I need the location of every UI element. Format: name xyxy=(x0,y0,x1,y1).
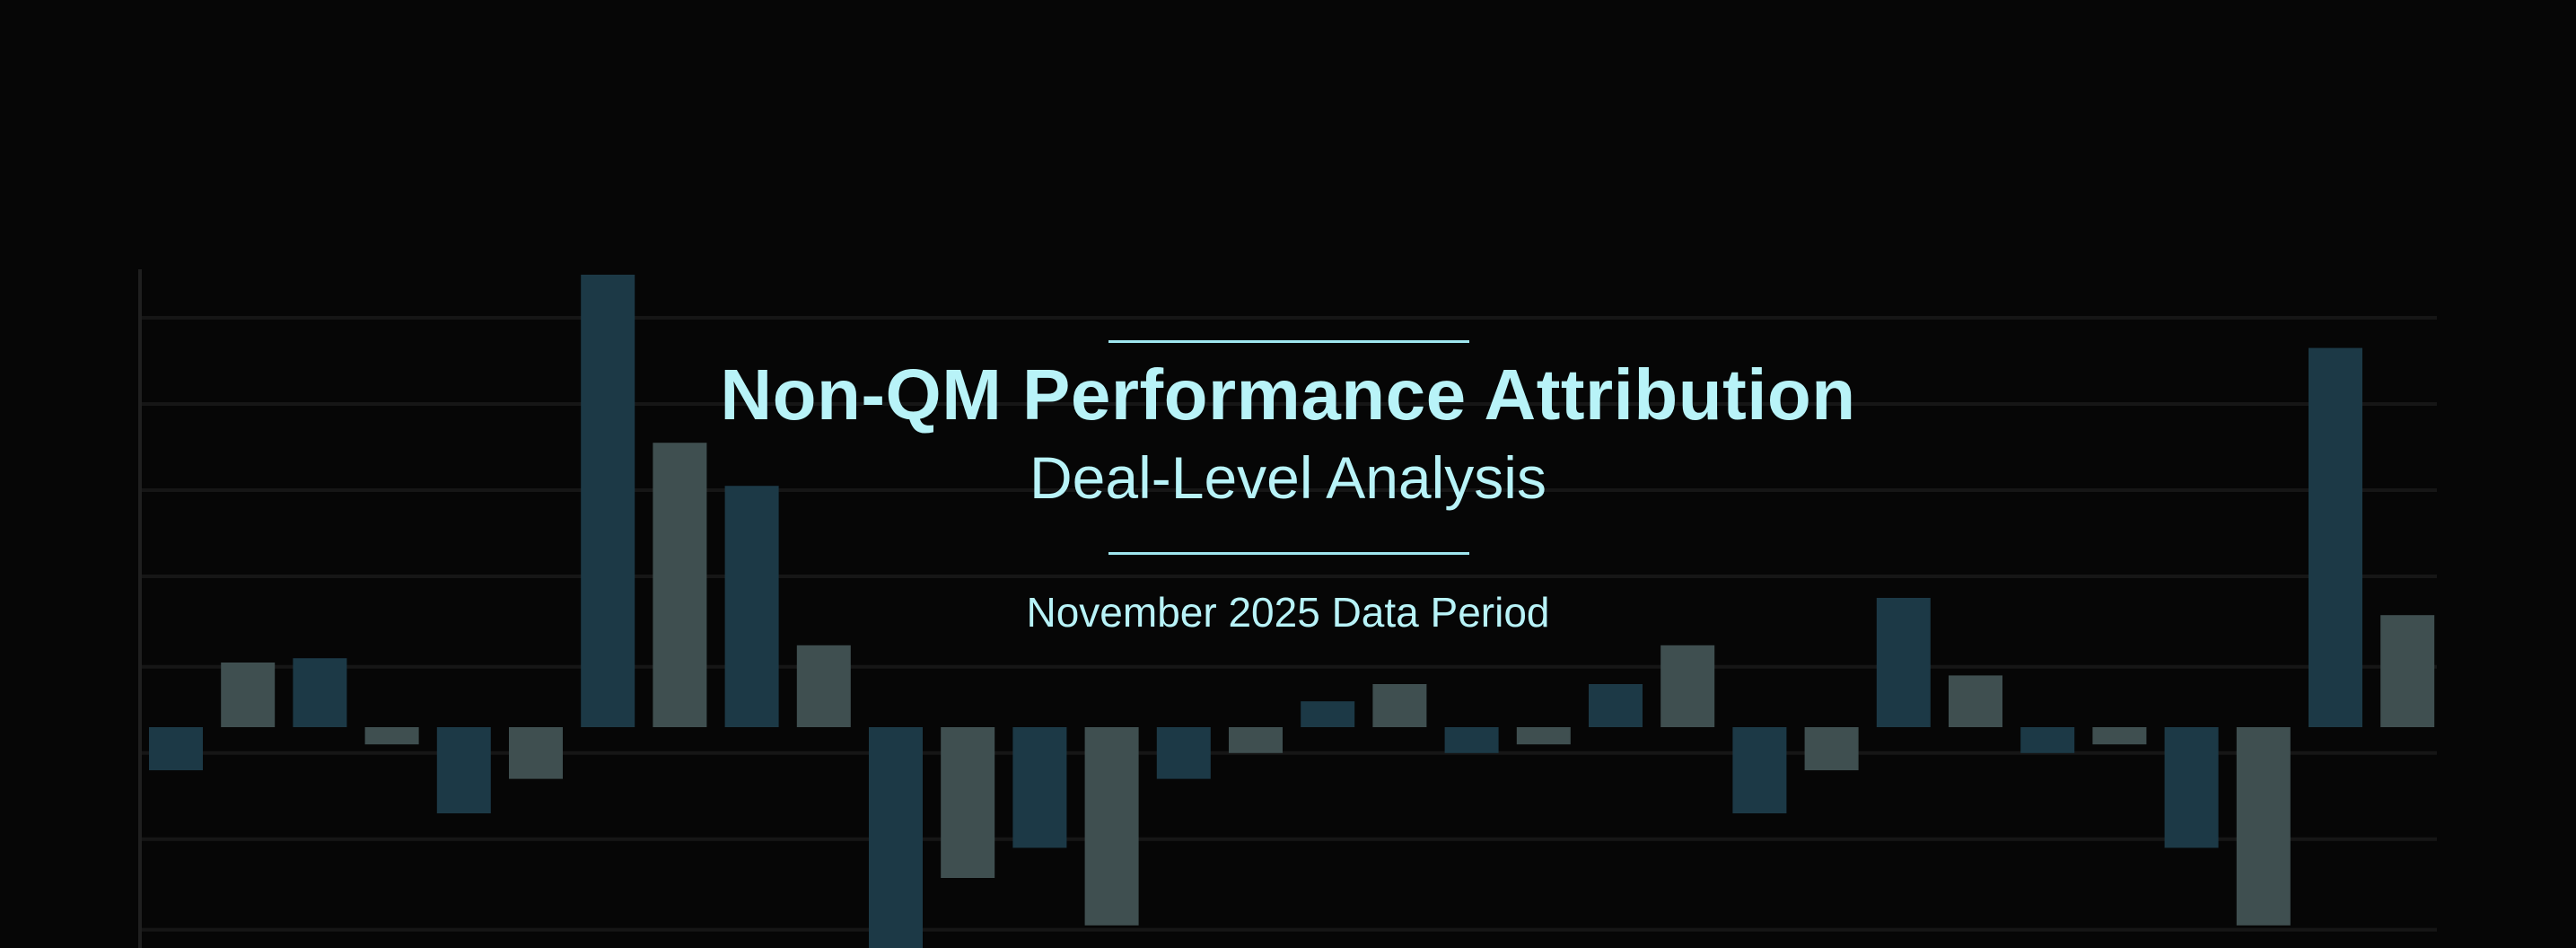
bar-5 xyxy=(509,727,563,779)
bar-7 xyxy=(653,443,707,727)
bar-21 xyxy=(1660,645,1715,727)
bar-8 xyxy=(724,486,779,727)
bar-16 xyxy=(1301,701,1355,727)
bar-13 xyxy=(1084,727,1139,926)
bar-10 xyxy=(869,727,923,948)
bar-2 xyxy=(293,658,347,727)
bar-24 xyxy=(1876,598,1931,727)
bar-23 xyxy=(1804,727,1859,770)
bar-12 xyxy=(1012,727,1067,848)
bar-31 xyxy=(2380,615,2435,727)
page-title: Non-QM Performance Attribution xyxy=(720,355,1856,434)
bar-3 xyxy=(364,727,419,745)
bar-6 xyxy=(581,275,635,727)
title-top-rule xyxy=(1108,340,1469,343)
bar-20 xyxy=(1589,684,1643,727)
page-subtitle: Deal-Level Analysis xyxy=(1030,444,1546,511)
bar-9 xyxy=(796,645,851,727)
bar-29 xyxy=(2236,727,2291,926)
bar-25 xyxy=(1949,675,2002,727)
bar-18 xyxy=(1444,727,1499,753)
bar-4 xyxy=(436,727,491,813)
bar-28 xyxy=(2164,727,2219,848)
bar-26 xyxy=(2020,727,2075,753)
bar-27 xyxy=(2092,727,2147,745)
title-bottom-rule xyxy=(1108,552,1469,555)
bar-15 xyxy=(1229,727,1283,753)
data-period-label: November 2025 Data Period xyxy=(1026,589,1550,636)
bar-11 xyxy=(941,727,995,878)
bar-0 xyxy=(149,727,203,770)
bar-22 xyxy=(1732,727,1787,813)
bar-1 xyxy=(221,663,276,727)
bar-30 xyxy=(2309,347,2362,727)
bars xyxy=(149,275,2435,948)
bar-14 xyxy=(1156,727,1211,779)
bar-19 xyxy=(1516,727,1571,745)
bar-17 xyxy=(1372,684,1427,727)
